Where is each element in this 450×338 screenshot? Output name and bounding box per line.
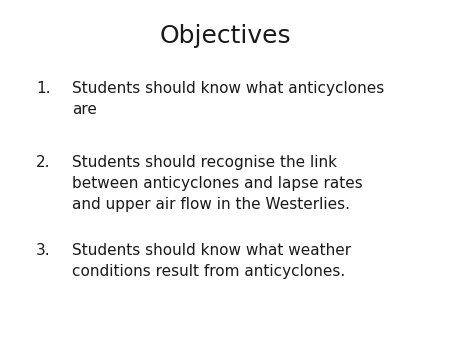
Text: Students should know what weather
conditions result from anticyclones.: Students should know what weather condit…	[72, 243, 351, 280]
Text: 3.: 3.	[36, 243, 50, 258]
Text: Objectives: Objectives	[159, 24, 291, 48]
Text: Students should recognise the link
between anticyclones and lapse rates
and uppe: Students should recognise the link betwe…	[72, 155, 363, 213]
Text: Students should know what anticyclones
are: Students should know what anticyclones a…	[72, 81, 384, 117]
Text: 1.: 1.	[36, 81, 50, 96]
Text: 2.: 2.	[36, 155, 50, 170]
